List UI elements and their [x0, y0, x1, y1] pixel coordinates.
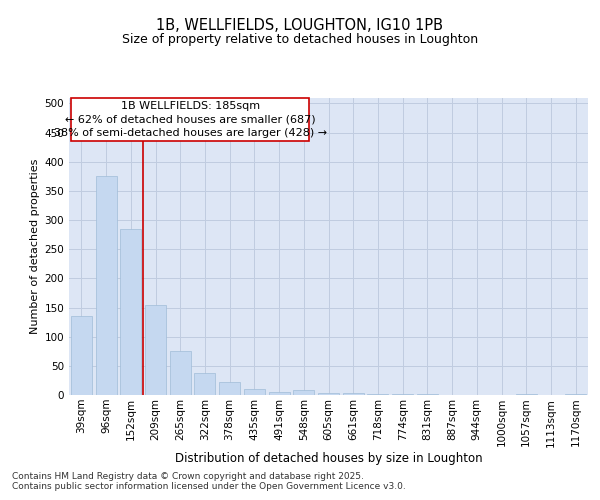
Bar [71, 316, 92, 395]
Text: Contains public sector information licensed under the Open Government Licence v3: Contains public sector information licen… [12, 482, 406, 491]
Y-axis label: Number of detached properties: Number of detached properties [30, 158, 40, 334]
Bar [392, 394, 413, 395]
Bar [343, 392, 364, 395]
Bar [244, 389, 265, 395]
Bar [219, 382, 240, 395]
Bar [565, 394, 586, 395]
FancyBboxPatch shape [71, 98, 309, 141]
Text: Size of property relative to detached houses in Loughton: Size of property relative to detached ho… [122, 32, 478, 46]
Bar [293, 390, 314, 395]
Text: 1B, WELLFIELDS, LOUGHTON, IG10 1PB: 1B, WELLFIELDS, LOUGHTON, IG10 1PB [157, 18, 443, 32]
Bar [417, 394, 438, 395]
Bar [269, 392, 290, 395]
Bar [170, 351, 191, 395]
Bar [318, 393, 339, 395]
X-axis label: Distribution of detached houses by size in Loughton: Distribution of detached houses by size … [175, 452, 482, 465]
Bar [194, 374, 215, 395]
Bar [95, 176, 116, 395]
Bar [120, 229, 141, 395]
Bar [367, 394, 388, 395]
Text: 1B WELLFIELDS: 185sqm
← 62% of detached houses are smaller (687)
38% of semi-det: 1B WELLFIELDS: 185sqm ← 62% of detached … [53, 101, 326, 138]
Bar [145, 304, 166, 395]
Bar [516, 394, 537, 395]
Text: Contains HM Land Registry data © Crown copyright and database right 2025.: Contains HM Land Registry data © Crown c… [12, 472, 364, 481]
